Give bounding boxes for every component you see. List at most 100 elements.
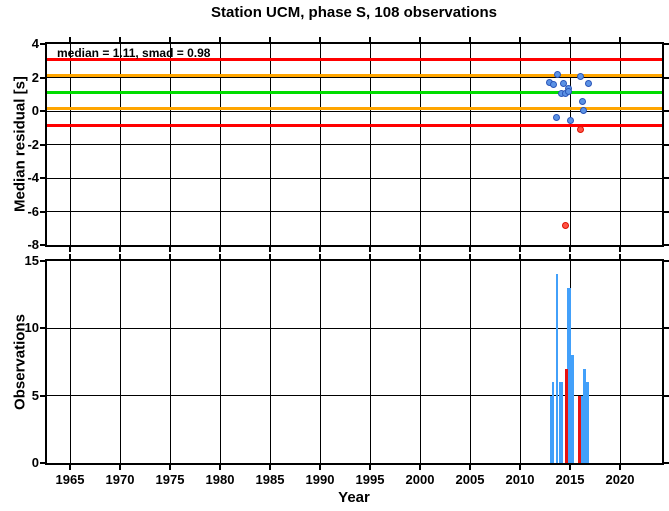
y-tick-label: 0 [31, 455, 39, 470]
y-tick-left [40, 327, 45, 330]
y-tick-left [40, 43, 45, 45]
median-line [47, 90, 662, 94]
residuals-point [565, 87, 573, 95]
y-gridline [47, 110, 662, 112]
x-gridline [69, 261, 71, 463]
y-tick-right [664, 327, 669, 330]
y-tick-left [40, 143, 45, 146]
y-tick-label: 0 [31, 103, 39, 118]
x-gridline [119, 261, 121, 463]
residuals-point [579, 106, 587, 114]
x-tick-bottom [519, 247, 521, 252]
x-gridline [369, 261, 371, 463]
y-gridline [47, 395, 662, 397]
x-tick-label: 1970 [105, 472, 135, 487]
y-tick-right [664, 110, 669, 112]
x-tick-bottom [419, 465, 421, 470]
y-tick-left [40, 177, 45, 179]
x-gridline [269, 261, 271, 463]
y-gridline [47, 77, 662, 78]
x-tick-bottom [219, 247, 221, 252]
y-tick-right [664, 394, 669, 397]
x-tick-bottom [269, 247, 271, 252]
y-tick-left [40, 462, 45, 464]
y-tick-right [664, 244, 669, 246]
observation-bar-blue [549, 395, 552, 463]
x-tick-label: 2000 [405, 472, 435, 487]
x-gridline [619, 261, 621, 463]
x-gridline [419, 261, 421, 463]
y-tick-label: 15 [24, 253, 39, 268]
x-tick-top [319, 37, 321, 42]
y-tick-right [664, 210, 669, 213]
observation-bar-blue [580, 395, 584, 463]
observation-bar-red [578, 395, 581, 463]
residuals-point [560, 80, 568, 88]
residuals-point [584, 80, 592, 88]
x-tick-bottom [319, 465, 321, 470]
median-minus-smad-line [47, 107, 662, 111]
x-tick-top [419, 37, 421, 42]
x-tick-label: 1980 [205, 472, 235, 487]
y-gridline [47, 177, 662, 179]
y-tick-left [40, 244, 45, 246]
residuals-point [549, 80, 557, 88]
x-tick-top [569, 37, 571, 42]
residual-panel: median = 1.11, smad = 0.98 4 2 0 -2 -4 -6 -8 [27, 36, 669, 252]
y-tick-right [664, 462, 669, 464]
x-tick-top [419, 254, 421, 259]
x-tick-top [469, 37, 471, 42]
x-tick-label: 2015 [555, 472, 585, 487]
y-tick-right [664, 260, 669, 262]
x-tick-top [69, 254, 71, 259]
x-tick-bottom [469, 465, 471, 470]
observation-bar-blue [567, 287, 571, 463]
residuals-point [577, 72, 585, 80]
x-tick-top [619, 37, 621, 42]
x-tick-top [369, 37, 371, 42]
residuals-point [553, 114, 561, 122]
observation-bar-blue [569, 355, 575, 463]
x-tick-top [219, 37, 221, 42]
residuals-point [554, 70, 562, 78]
x-tick-label: 2005 [455, 472, 485, 487]
x-tick-top [469, 254, 471, 259]
x-tick-label: 1975 [155, 472, 185, 487]
x-tick-bottom [69, 465, 71, 470]
x-tick-label: 1965 [55, 472, 85, 487]
observation-bar-red [564, 368, 568, 463]
x-tick-bottom [519, 465, 521, 470]
x-tick-label: 1995 [355, 472, 385, 487]
y-tick-label: -8 [27, 237, 39, 252]
x-tick-top [319, 254, 321, 259]
y-tick-left [40, 110, 45, 112]
y-tick-label: -6 [27, 203, 39, 219]
x-tick-label: 1985 [255, 472, 285, 487]
y-tick-label: 4 [31, 36, 39, 51]
x-tick-top [619, 254, 621, 259]
x-tick-bottom [119, 247, 121, 252]
observation-bar-blue [561, 382, 564, 463]
y-tick-right [664, 177, 669, 179]
median-plus-2smad-line [47, 58, 662, 62]
x-tick-top [269, 37, 271, 42]
x-tick-bottom [219, 465, 221, 470]
y-tick-right [664, 43, 669, 45]
x-tick-bottom [619, 247, 621, 252]
observation-bar-blue [558, 382, 561, 463]
x-tick-top [169, 254, 171, 259]
observation-bar-blue [552, 382, 555, 463]
x-tick-bottom [419, 247, 421, 252]
x-tick-top [219, 254, 221, 259]
y-tick-label: -2 [27, 136, 39, 152]
y-tick-label: 10 [24, 320, 39, 336]
x-gridline [219, 261, 221, 463]
median-smad-annotation: median = 1.11, smad = 0.98 [57, 46, 211, 60]
x-tick-bottom [319, 247, 321, 252]
x-tick-top [519, 254, 521, 259]
observation-bar-blue [582, 368, 586, 463]
x-tick-bottom [119, 465, 121, 470]
x-gridline [169, 261, 171, 463]
y-tick-label: -4 [27, 170, 39, 185]
